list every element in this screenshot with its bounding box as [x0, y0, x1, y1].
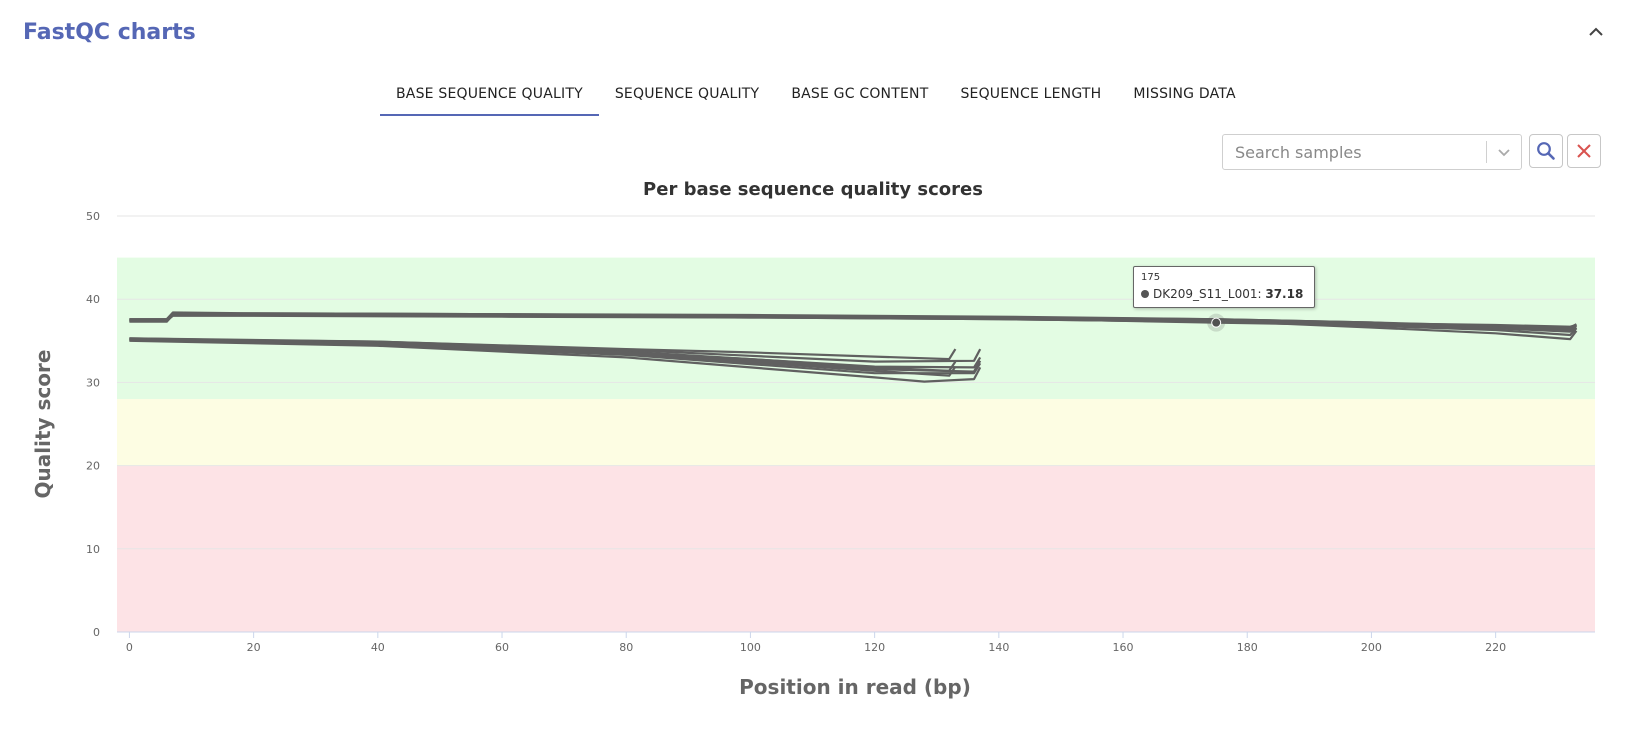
chart-title: Per base sequence quality scores: [643, 179, 983, 200]
tooltip-sample-name: DK209_S11_L001: [1153, 287, 1258, 301]
page-title: FastQC charts: [23, 20, 196, 45]
x-tick-label: 20: [247, 641, 261, 654]
collapse-button[interactable]: [1584, 20, 1608, 44]
x-tick-label: 60: [495, 641, 509, 654]
chart-tooltip: 175 DK209_S11_L001: 37.18: [1133, 266, 1315, 308]
series-line-13[interactable]: [129, 339, 982, 383]
close-icon: [1577, 144, 1591, 158]
tooltip-value: 37.18: [1265, 287, 1304, 301]
tab-base-sequence-quality[interactable]: BASE SEQUENCE QUALITY: [380, 78, 599, 116]
quality-band-1: [117, 399, 1595, 466]
chevron-up-icon: [1589, 27, 1603, 36]
tooltip-x-value: 175: [1141, 272, 1161, 283]
y-axis-label: Quality score: [31, 350, 55, 499]
x-tick-label: 160: [1113, 641, 1134, 654]
tooltip-series-dot: [1141, 290, 1149, 298]
sample-search-select[interactable]: [1222, 134, 1522, 170]
dropdown-toggle[interactable]: [1487, 135, 1521, 169]
y-tick-label: 10: [86, 543, 100, 556]
x-tick-label: 100: [740, 641, 761, 654]
search-input[interactable]: [1233, 135, 1486, 169]
tab-missing-data[interactable]: MISSING DATA: [1133, 86, 1236, 102]
y-tick-label: 20: [86, 460, 100, 473]
x-tick-label: 80: [619, 641, 633, 654]
select-separator: [1486, 141, 1487, 163]
tab-sequence-quality[interactable]: SEQUENCE QUALITY: [614, 86, 760, 102]
search-icon: [1537, 142, 1555, 160]
series-line-14[interactable]: [129, 338, 982, 373]
x-tick-label: 180: [1237, 641, 1258, 654]
tab-sequence-length[interactable]: SEQUENCE LENGTH: [960, 86, 1102, 102]
hover-point[interactable]: [1211, 317, 1222, 328]
y-tick-label: 30: [86, 376, 100, 389]
x-tick-label: 200: [1361, 641, 1382, 654]
series-line-6[interactable]: [129, 312, 1578, 337]
clear-button[interactable]: [1567, 134, 1601, 168]
y-tick-label: 50: [86, 210, 100, 223]
x-tick-label: 120: [864, 641, 885, 654]
x-tick-label: 40: [371, 641, 385, 654]
x-tick-label: 0: [126, 641, 133, 654]
tooltip-row: DK209_S11_L001: 37.18: [1141, 286, 1307, 302]
tab-base-gc-content[interactable]: BASE GC CONTENT: [791, 86, 929, 102]
y-tick-label: 40: [86, 293, 100, 306]
y-tick-label: 0: [93, 626, 100, 639]
x-axis-label: Position in read (bp): [739, 675, 971, 699]
chevron-down-icon: [1498, 149, 1510, 157]
chart-tabs: BASE SEQUENCE QUALITY SEQUENCE QUALITY B…: [380, 78, 1252, 116]
search-button[interactable]: [1529, 134, 1563, 168]
x-tick-label: 220: [1485, 641, 1506, 654]
series-line-10[interactable]: [129, 337, 982, 363]
x-tick-label: 140: [988, 641, 1009, 654]
